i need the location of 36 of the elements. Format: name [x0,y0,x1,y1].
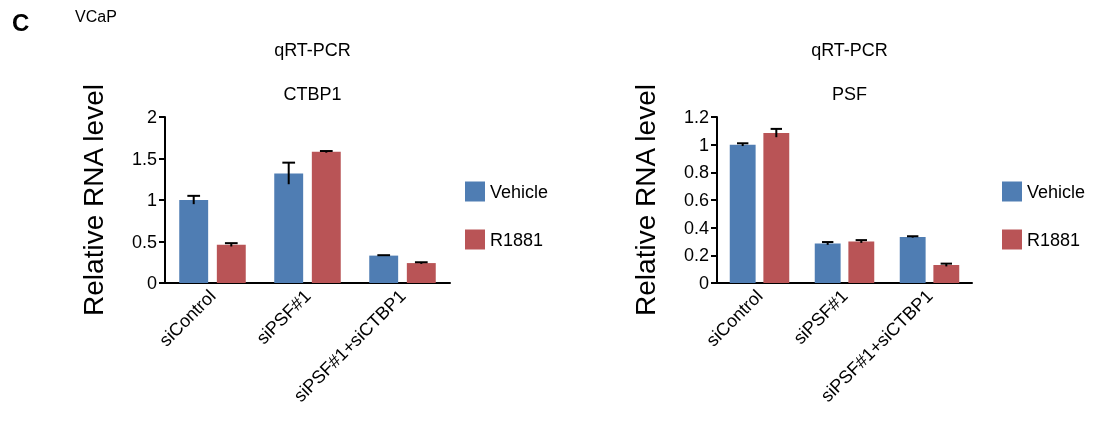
y-tick-label: 0.4 [683,217,709,238]
legend-label: R1881 [490,229,544,250]
bar [848,241,875,283]
y-tick-label: 0.2 [683,245,709,266]
bar [406,263,436,283]
y-axis-title: Relative RNA level [77,84,109,316]
chart-title: qRT-PCR [274,40,351,60]
y-tick-label: 2 [146,107,157,127]
y-tick-label: 0.6 [683,190,709,210]
chart-subtitle: CTBP1 [283,84,342,104]
y-tick-label: 0.8 [683,162,709,183]
bar [814,243,841,283]
bar [763,133,790,283]
legend-label: R1881 [1027,229,1081,250]
y-tick-label: 1 [146,190,157,210]
y-tick-label: 1.5 [131,148,157,169]
bar [274,173,304,283]
y-axis-title: Relative RNA level [629,84,661,316]
y-tick-label: 1.2 [683,107,709,127]
chart-subtitle: PSF [831,84,868,104]
text: C [12,8,30,36]
text: VCaP [75,7,117,25]
y-tick-label: 1 [698,134,709,155]
legend-label: Vehicle [1027,181,1086,202]
bar [369,255,399,283]
bar [899,236,926,283]
y-tick-label: 0 [698,273,709,293]
y-tick-label: 0.5 [131,231,157,252]
bar [311,151,341,283]
legend-label: Vehicle [490,181,549,202]
y-tick-label: 0 [146,273,157,293]
chart-title: qRT-PCR [811,40,888,60]
bar [179,200,209,283]
bar [729,144,756,283]
bar [933,265,960,283]
bar [216,244,246,283]
